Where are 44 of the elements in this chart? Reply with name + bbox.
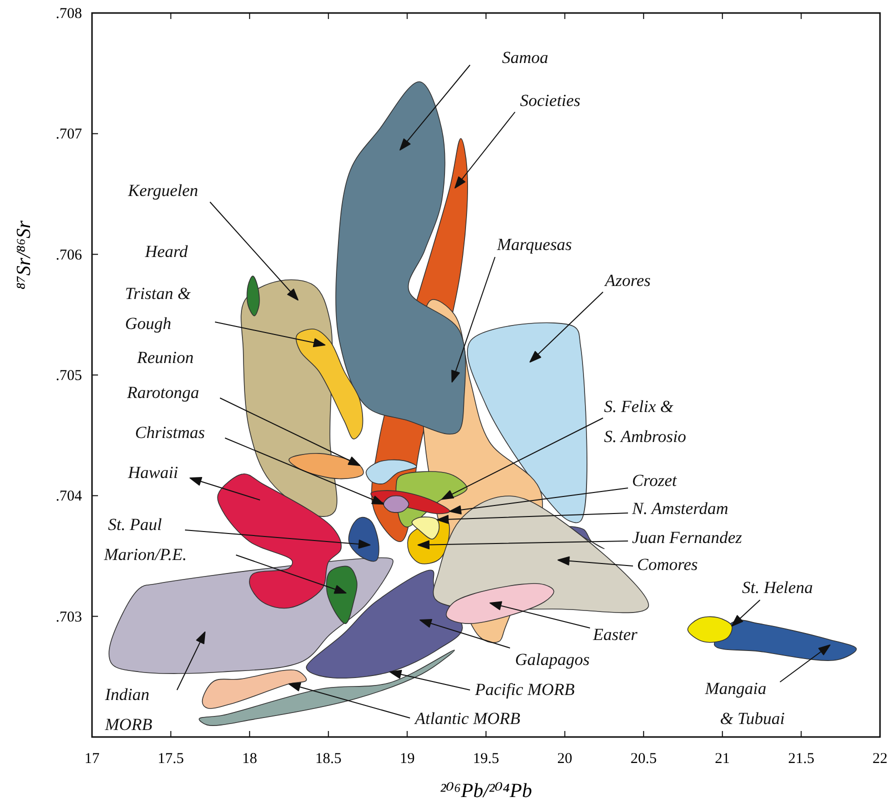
x-tick-label: 20.5 xyxy=(630,751,657,767)
annotation: Rarotonga xyxy=(126,383,200,402)
annotation: Juan Fernandez xyxy=(632,528,742,547)
annotation: Hawaii xyxy=(127,463,178,482)
annotation: Marquesas xyxy=(496,235,572,254)
annotation: Pacific MORB xyxy=(474,680,576,699)
annotation: Comores xyxy=(637,555,698,574)
x-tick-label: 19.5 xyxy=(472,751,500,767)
x-tick-label: 17.5 xyxy=(158,751,184,767)
x-tick-label: 18.5 xyxy=(315,751,342,767)
annotation: Marion/P.E. xyxy=(103,545,187,564)
x-tick-label: 19 xyxy=(400,751,415,767)
annotation: St. Helena xyxy=(742,578,813,597)
annotation: Indian MORB xyxy=(104,685,153,734)
y-tick-label: .708 xyxy=(56,6,82,22)
annotation: N. Amsterdam xyxy=(631,499,728,518)
annotation: St. Paul xyxy=(108,515,162,534)
annotation: Samoa xyxy=(502,48,548,67)
y-tick-label: .705 xyxy=(56,368,82,384)
annotation: Kerguelen xyxy=(127,181,198,200)
y-axis-title: ⁸⁷Sr/⁸⁶Sr xyxy=(13,220,35,290)
annotation: Christmas xyxy=(135,423,206,442)
x-tick-label: 17 xyxy=(84,751,100,767)
y-tick-label: .703 xyxy=(56,609,82,626)
annotation: Societies xyxy=(520,91,581,110)
annotation: Reunion xyxy=(136,348,194,367)
annotation: Atlantic MORB xyxy=(414,709,521,728)
annotation: Galapagos xyxy=(515,650,590,669)
annotation: Crozet xyxy=(632,471,678,490)
x-tick-label: 22 xyxy=(872,751,888,767)
x-tick-label: 18 xyxy=(242,751,258,767)
annotation: Heard xyxy=(144,242,188,261)
x-tick-label: 20 xyxy=(557,751,572,767)
annotation: Easter xyxy=(592,625,638,644)
y-tick-label: .707 xyxy=(56,126,82,143)
annotation: S. Felix & S. Ambrosio xyxy=(604,397,686,446)
annotation: Mangaia & Tubuai xyxy=(704,679,785,728)
y-tick-label: .704 xyxy=(56,488,82,505)
y-tick-label: .706 xyxy=(56,247,82,264)
x-axis-title: ²⁰⁶Pb/²⁰⁴Pb xyxy=(440,780,532,802)
x-tick-label: 21.5 xyxy=(788,751,814,767)
x-tick-label: 21 xyxy=(714,751,730,767)
annotation: Azores xyxy=(604,271,652,290)
annotation: Tristan & Gough xyxy=(125,284,192,333)
